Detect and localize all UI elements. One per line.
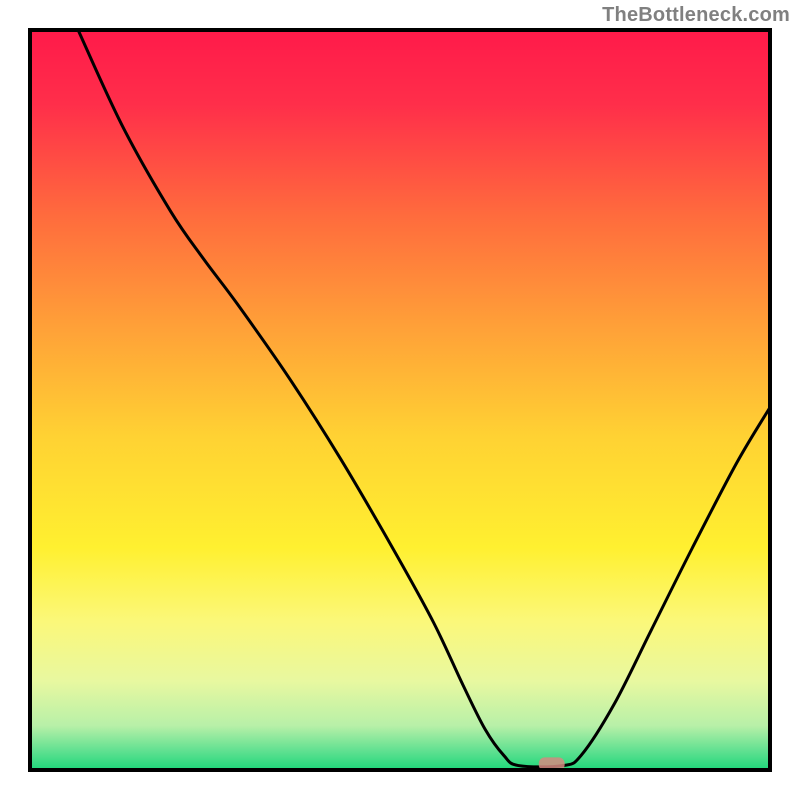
chart-svg bbox=[0, 0, 800, 800]
bottleneck-chart: TheBottleneck.com bbox=[0, 0, 800, 800]
watermark-text: TheBottleneck.com bbox=[602, 4, 790, 27]
gradient-background bbox=[30, 30, 770, 770]
